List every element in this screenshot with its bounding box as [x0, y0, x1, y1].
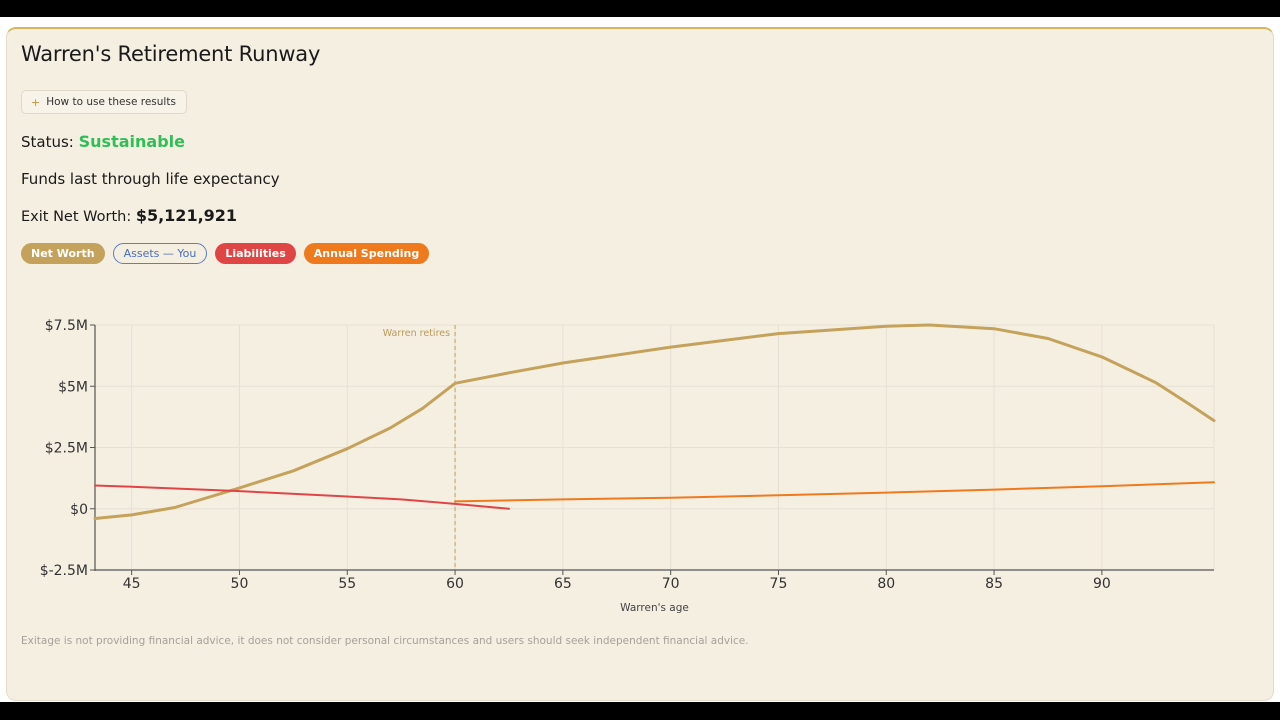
plus-icon: + [31, 95, 41, 109]
x-tick-label: 65 [554, 576, 572, 592]
series-line-annual-spending [454, 481, 1215, 503]
how-to-use-label: How to use these results [46, 96, 176, 108]
x-axis-label: Warren's age [620, 602, 689, 614]
y-tick-label: $2.5M [45, 441, 88, 457]
legend-assets-toggle[interactable]: Assets — You [112, 243, 208, 264]
x-tick-label: 55 [338, 576, 356, 592]
x-tick-label: 90 [1093, 576, 1111, 592]
x-tick-label: 70 [662, 576, 680, 592]
status-label: Status: [21, 133, 74, 151]
y-tick-label: $7.5M [45, 318, 88, 334]
results-card [6, 27, 1274, 701]
y-tick-label: $5M [58, 379, 88, 395]
exit-value: $5,121,921 [135, 206, 238, 225]
legend-spending-toggle[interactable]: Annual Spending [303, 243, 430, 264]
x-tick-label: 50 [231, 576, 249, 592]
retirement-marker-label: Warren retires [383, 328, 450, 339]
how-to-use-button[interactable]: + How to use these results [21, 90, 187, 114]
page-title: Warren's Retirement Runway [21, 42, 321, 66]
legend-net-worth-toggle[interactable]: Net Worth [21, 243, 105, 264]
exit-net-worth: Exit Net Worth: $5,121,921 [21, 206, 237, 225]
y-tick-label: $-2.5M [40, 563, 88, 579]
x-tick-label: 75 [770, 576, 788, 592]
x-tick-label: 80 [877, 576, 895, 592]
funds-text: Funds last through life expectancy [21, 170, 280, 188]
y-tick-label: $0 [70, 502, 88, 518]
legend-liabilities-toggle[interactable]: Liabilities [215, 243, 296, 264]
status-value: Sustainable [78, 132, 185, 151]
status-line: Status: Sustainable [21, 132, 185, 151]
disclaimer: Exitage is not providing financial advic… [21, 635, 749, 647]
exit-label: Exit Net Worth: [21, 209, 132, 225]
series-line-liabilities [94, 484, 510, 510]
x-tick-label: 85 [985, 576, 1003, 592]
x-tick-label: 45 [123, 576, 141, 592]
chart-legend: Net Worth Assets — You Liabilities Annua… [21, 243, 430, 264]
series-line-net-worth [93, 323, 1216, 520]
x-tick-label: 60 [446, 576, 464, 592]
